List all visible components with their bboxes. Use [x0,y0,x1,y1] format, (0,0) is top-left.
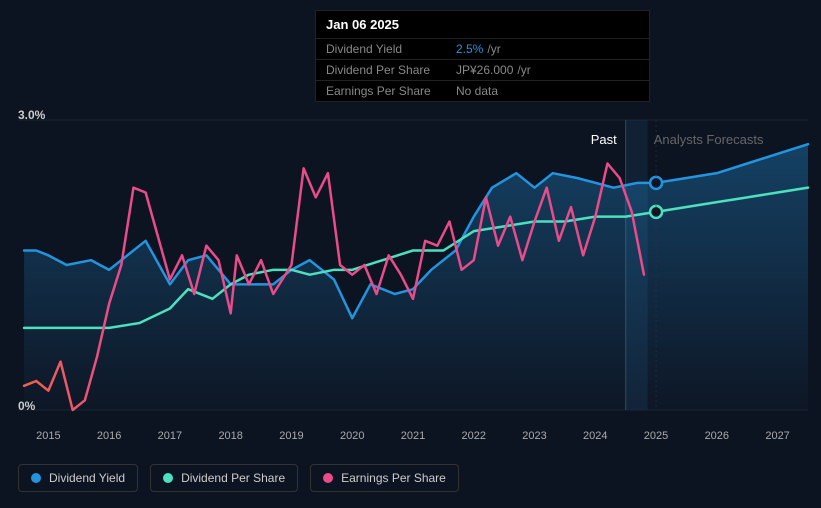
chart-svg [0,100,821,460]
chart-legend: Dividend Yield Dividend Per Share Earnin… [18,464,459,492]
chart-tooltip: Jan 06 2025 Dividend Yield 2.5% /yr Divi… [315,10,650,102]
past-label: Past [591,132,617,147]
tooltip-row: Dividend Per Share JP¥26.000 /yr [316,60,649,81]
x-axis-tick: 2018 [200,430,261,442]
x-axis-tick: 2019 [261,430,322,442]
x-axis-tick: 2025 [626,430,687,442]
forecast-label: Analysts Forecasts [654,132,764,147]
legend-dividend-per-share[interactable]: Dividend Per Share [150,464,298,492]
tooltip-unit: /yr [517,63,530,77]
x-axis-tick: 2026 [686,430,747,442]
x-axis-tick: 2021 [383,430,444,442]
legend-dot [323,473,333,483]
x-axis-tick: 2027 [747,430,808,442]
x-axis-tick: 2024 [565,430,626,442]
x-axis-labels: 2015201620172018201920202021202220232024… [18,430,808,442]
tooltip-label: Dividend Per Share [326,63,456,77]
x-axis-tick: 2023 [504,430,565,442]
legend-dot [163,473,173,483]
tooltip-value: 2.5% [456,42,483,56]
x-axis-tick: 2017 [140,430,201,442]
x-axis-tick: 2020 [322,430,383,442]
legend-dot [31,473,41,483]
tooltip-value: JP¥26.000 [456,63,513,77]
tooltip-label: Earnings Per Share [326,84,456,98]
x-axis-tick: 2016 [79,430,140,442]
legend-dividend-yield[interactable]: Dividend Yield [18,464,138,492]
y-axis-min: 0% [18,399,35,413]
tooltip-row: Dividend Yield 2.5% /yr [316,39,649,60]
tooltip-value: No data [456,84,498,98]
legend-label: Dividend Yield [49,471,125,485]
dividend-chart[interactable]: 3.0% 0% Past Analysts Forecasts 20152016… [0,100,821,460]
y-axis-max: 3.0% [18,108,45,122]
x-axis-tick: 2022 [443,430,504,442]
tooltip-label: Dividend Yield [326,42,456,56]
tooltip-row: Earnings Per Share No data [316,81,649,101]
legend-label: Dividend Per Share [181,471,285,485]
legend-earnings-per-share[interactable]: Earnings Per Share [310,464,459,492]
x-axis-tick: 2015 [18,430,79,442]
legend-label: Earnings Per Share [341,471,446,485]
tooltip-unit: /yr [487,42,500,56]
tooltip-date: Jan 06 2025 [316,11,649,39]
